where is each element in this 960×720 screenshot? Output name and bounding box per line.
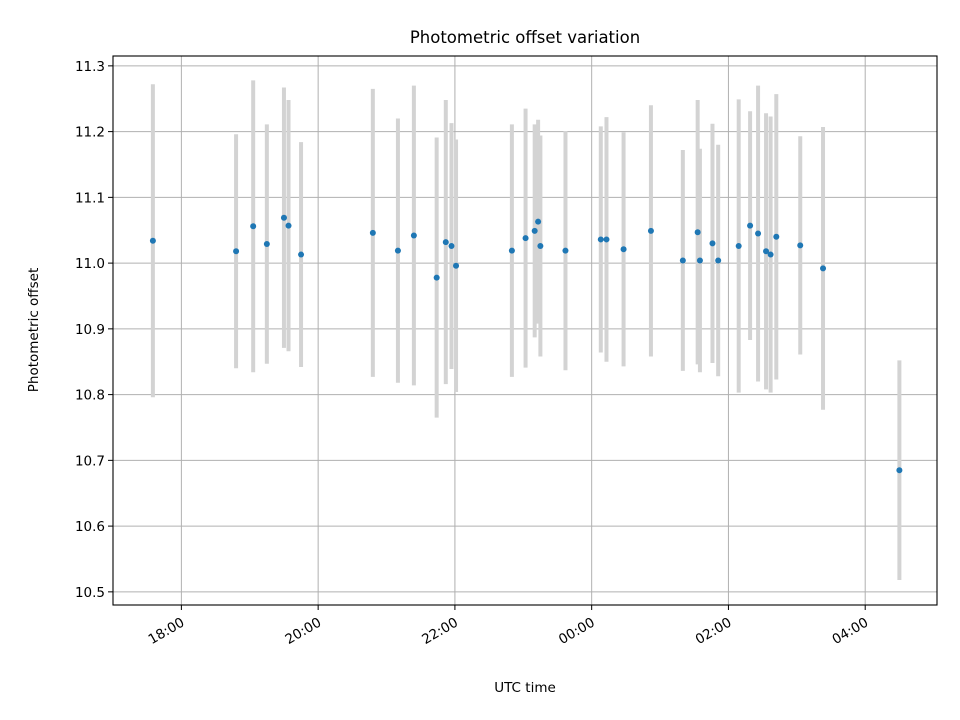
y-tick-label: 10.5 — [75, 585, 105, 601]
data-point — [433, 274, 440, 281]
data-point — [298, 251, 305, 258]
data-point — [522, 235, 529, 242]
x-tick-label: 22:00 — [419, 615, 461, 648]
data-point — [453, 262, 460, 269]
data-point — [537, 243, 544, 250]
data-point — [763, 248, 770, 255]
y-tick-label: 11.0 — [75, 256, 105, 272]
y-tick-label: 11.2 — [75, 125, 105, 141]
data-point — [597, 236, 604, 243]
data-point — [280, 214, 287, 221]
data-point — [531, 227, 538, 234]
data-point — [394, 247, 401, 254]
y-tick-label: 10.8 — [75, 388, 105, 404]
data-point — [263, 241, 270, 248]
data-point — [797, 242, 804, 249]
data-point — [149, 237, 156, 244]
x-tick-label: 04:00 — [830, 615, 872, 648]
data-point — [679, 257, 686, 264]
data-point — [767, 251, 774, 258]
data-point — [508, 247, 515, 254]
data-point — [773, 233, 780, 240]
data-point — [442, 239, 449, 246]
x-tick-label: 18:00 — [146, 615, 188, 648]
data-point — [709, 240, 716, 247]
data-point — [820, 265, 827, 272]
data-point — [735, 243, 742, 250]
data-point — [755, 230, 762, 237]
chart-title: Photometric offset variation — [410, 28, 640, 47]
x-tick-label: 00:00 — [556, 615, 598, 648]
data-points — [149, 214, 903, 474]
y-axis-label: Photometric offset — [26, 268, 42, 392]
plot-frame — [112, 55, 938, 606]
data-point — [233, 248, 240, 255]
y-tick-label: 11.1 — [75, 190, 105, 206]
data-point — [747, 222, 754, 229]
data-point — [410, 232, 417, 239]
y-tick-label: 10.9 — [75, 322, 105, 338]
data-point — [896, 467, 903, 474]
data-point — [448, 243, 455, 250]
data-point — [369, 229, 376, 236]
y-tick-label: 10.6 — [75, 519, 105, 535]
data-point — [620, 246, 627, 253]
error-bars — [150, 80, 902, 581]
x-tick-label: 20:00 — [282, 615, 324, 648]
data-point — [647, 227, 654, 234]
data-point — [285, 222, 292, 229]
x-axis-label: UTC time — [494, 680, 556, 696]
data-point — [696, 257, 703, 264]
data-point — [715, 257, 722, 264]
data-point — [603, 236, 610, 243]
data-point — [535, 218, 542, 225]
data-point — [250, 223, 257, 230]
y-tick-label: 10.7 — [75, 453, 105, 469]
data-point — [562, 247, 569, 254]
y-tick-label: 11.3 — [75, 59, 105, 75]
data-point — [694, 229, 701, 236]
x-tick-label: 02:00 — [693, 615, 735, 648]
